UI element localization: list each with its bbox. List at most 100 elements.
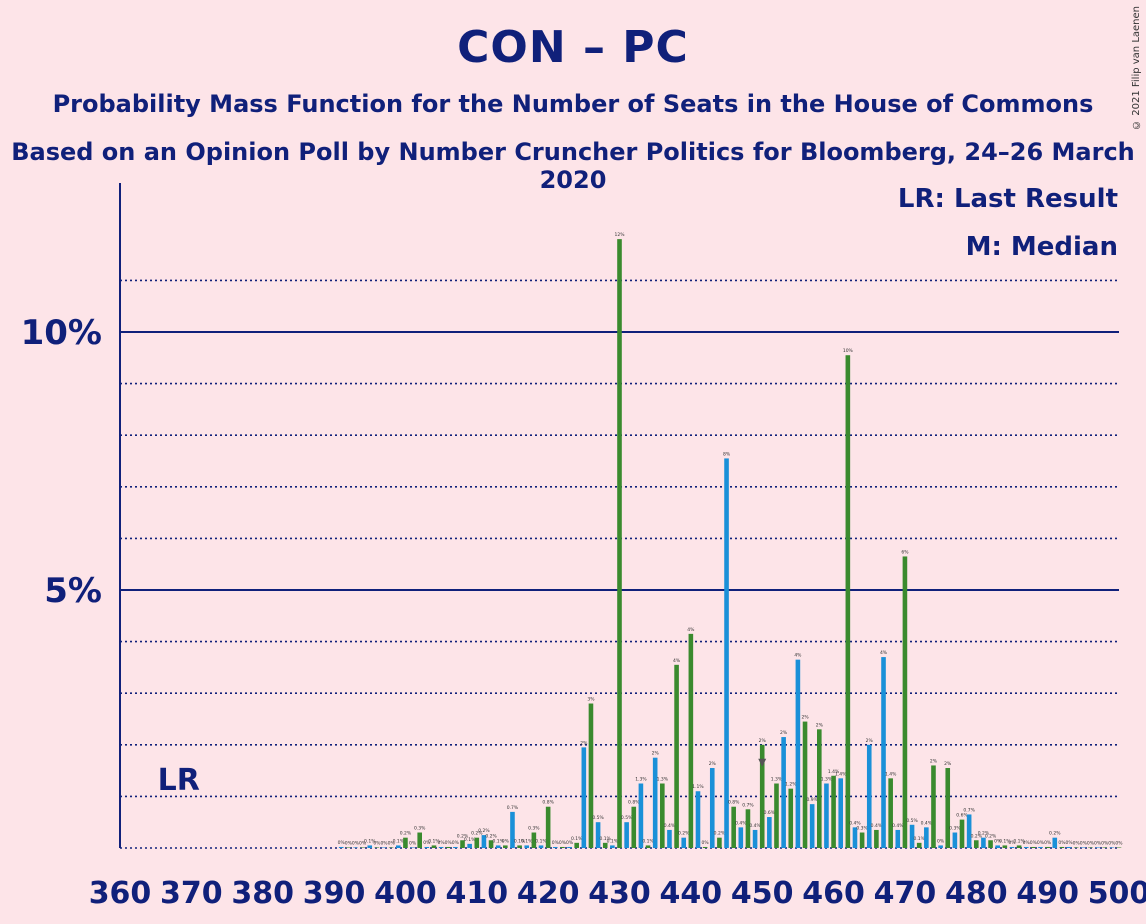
bar [595,822,601,848]
bar [431,845,437,848]
bar [774,783,779,848]
bar [702,846,708,848]
bar [610,845,615,848]
bar-value-label: 0% [1023,840,1031,846]
bar-value-label: 0% [352,840,360,846]
bar [417,832,422,848]
bar [524,845,530,848]
bar [545,806,551,848]
bar [695,791,701,848]
bar-value-label: 2% [780,730,788,736]
bar [681,837,687,848]
x-tick-label: 390 [303,876,366,911]
chart-subtitle-poll: Based on an Opinion Poll by Number Crunc… [11,138,1135,194]
bar-value-label: 0% [1115,840,1123,846]
bar [824,783,829,848]
bar-value-label: 2% [759,738,767,744]
bar [674,664,679,848]
bar [1081,847,1086,848]
bar-value-label: 0.1% [535,838,547,844]
bar-value-label: 6% [901,549,909,555]
bar [567,846,572,848]
bar-value-label: 0.7% [963,807,975,813]
bar [424,846,430,848]
bar [338,846,344,848]
bar [781,737,786,848]
bar-value-label: 4% [673,658,681,664]
bar-value-label: 0.1% [514,838,526,844]
bar-value-label: 0.2% [678,831,690,837]
bar [817,729,822,848]
bar [1059,846,1065,848]
bar [360,847,365,848]
bar-value-label: 0% [1058,840,1066,846]
bar [995,845,1000,848]
bar [688,633,694,848]
bar-value-label: 1.1% [692,784,704,790]
bar-value-label: 0.8% [542,800,554,806]
bar-value-label: 2% [652,751,660,757]
bar [731,806,736,848]
bar-value-label: 0.6% [764,810,776,816]
bar [445,846,451,848]
bar-value-label: 4% [794,653,802,659]
bar [460,840,465,848]
bar [624,822,629,848]
bar-value-label: 2% [930,758,938,764]
bar-value-label: 1.3% [657,777,669,783]
bar [660,783,665,848]
x-tick-label: 420 [517,876,580,911]
bar-value-label: 2% [580,740,588,746]
bar [395,845,401,848]
bar-value-label: 0% [1094,840,1102,846]
bar-value-label: 0% [1101,840,1109,846]
bar [916,842,922,848]
bar [1102,847,1108,848]
bar-value-label: 0.8% [728,800,740,806]
bar-value-label: 0.4% [735,820,747,826]
bar-value-label: 0.2% [485,833,497,839]
bar-value-label: 2% [816,722,824,728]
bar [531,832,537,848]
bar [667,829,672,848]
bar-value-label: 0.3% [949,826,961,832]
bar-value-label: 0% [338,840,346,846]
bar [938,845,943,848]
bar-value-label: 0.1% [364,838,376,844]
bar [809,804,815,848]
bar-value-label: 0.1% [607,838,619,844]
bar-value-label: 0.7% [742,802,754,808]
bar [845,355,851,848]
bar [638,783,644,848]
x-tick-label: 410 [445,876,508,911]
bar [838,778,844,848]
bar-value-label: 0.6% [956,813,968,819]
bar-value-label: 0% [380,840,388,846]
bar [909,824,915,848]
bar-value-label: 4% [880,650,888,656]
bar-value-label: 0.1% [999,838,1011,844]
median-marker [758,758,767,767]
bar [709,768,715,848]
bar-value-label: 1.3% [771,777,783,783]
bar [866,744,872,848]
bar [1109,847,1115,848]
legend-last-result: LR: Last Result [897,184,1118,214]
bar [1045,846,1050,848]
bar-value-label: 0% [566,840,574,846]
bar [738,827,744,848]
bar [581,747,587,848]
bar [1052,837,1058,848]
bar-value-label: 0.4% [749,823,761,829]
bar [988,840,993,848]
bar-value-label: 0% [423,840,431,846]
bar [724,458,729,848]
x-tick-label: 490 [1016,876,1079,911]
bar [346,847,351,848]
bar [966,814,972,848]
bar-value-label: 0% [1037,840,1045,846]
bar-value-label: 0.1% [600,836,612,842]
bar-value-label: 1.4% [885,771,897,777]
bar [1016,845,1022,848]
bar-value-label: 0.2% [971,833,983,839]
